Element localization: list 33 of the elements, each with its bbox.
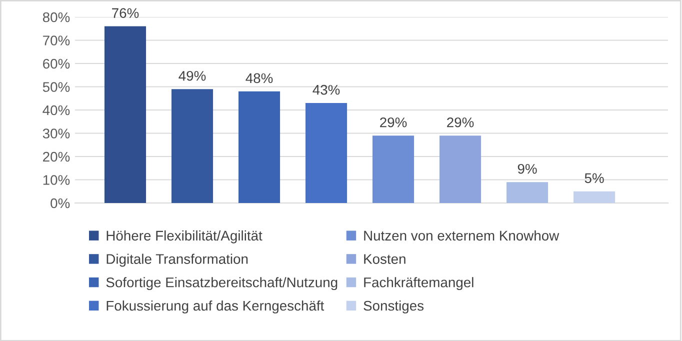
y-tick-label: 80% (42, 12, 70, 22)
y-tick-label: 0% (50, 198, 70, 208)
legend-label: Fachkräftemangel (364, 277, 474, 290)
legend-label: Kosten (364, 254, 406, 264)
bar (372, 136, 414, 203)
legend-label: Nutzen von externem Knowhow (364, 230, 560, 241)
y-tick-label: 10% (43, 175, 70, 185)
bar (440, 136, 482, 203)
data-label: 49% (178, 70, 206, 81)
data-label: 29% (380, 117, 407, 128)
legend-label: Fokussierung auf das Kerngeschäft (106, 300, 324, 314)
data-label: 5% (584, 173, 604, 184)
y-tick-label: 20% (43, 152, 70, 162)
data-label: 29% (447, 117, 474, 128)
bar (104, 26, 146, 203)
legend-label: Sofortige Einsatzbereitschaft/Nutzung (106, 277, 338, 290)
bar (171, 89, 214, 203)
bar (306, 103, 348, 203)
data-label: 9% (518, 164, 537, 174)
y-tick-label: 70% (43, 36, 70, 46)
y-tick-label: 60% (43, 58, 70, 69)
legend-label: Digitale Transformation (106, 254, 248, 267)
y-tick-label: 40% (42, 105, 70, 116)
bar (574, 191, 616, 203)
legend-label: Höhere Flexibilität/Agilität (106, 230, 262, 244)
data-label: 43% (312, 84, 340, 95)
data-label: 48% (246, 73, 273, 84)
data-label: 76% (112, 8, 139, 18)
bar (506, 182, 548, 203)
y-tick-label: 30% (42, 128, 70, 138)
legend-label: Sonstiges (364, 300, 424, 314)
bar (238, 91, 280, 203)
y-tick-label: 50% (42, 82, 70, 92)
